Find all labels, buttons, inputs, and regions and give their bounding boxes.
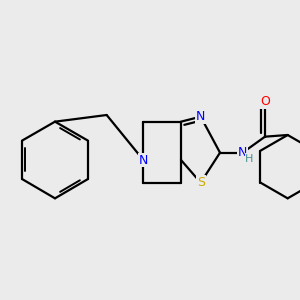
Text: N: N: [196, 110, 206, 123]
Text: N: N: [139, 154, 148, 166]
Text: O: O: [260, 95, 270, 108]
Text: N: N: [238, 146, 247, 159]
Text: H: H: [245, 154, 254, 164]
Text: S: S: [197, 176, 205, 189]
